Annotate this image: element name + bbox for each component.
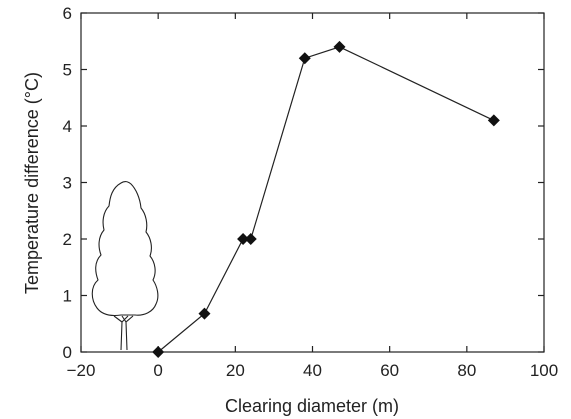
y-tick-label: 5 xyxy=(63,61,72,80)
x-tick-label: 60 xyxy=(380,361,399,380)
tree-crown xyxy=(91,181,159,317)
x-tick-label: 0 xyxy=(153,361,162,380)
x-tick-label: 80 xyxy=(457,361,476,380)
axis-ticks xyxy=(80,12,545,353)
tree-trunk xyxy=(113,315,134,351)
data-point xyxy=(487,114,500,127)
x-tick-label: 100 xyxy=(530,361,558,380)
x-tick-label: 20 xyxy=(226,361,245,380)
y-tick-label: 2 xyxy=(63,230,72,249)
plot-frame xyxy=(80,12,545,353)
data-point xyxy=(152,346,165,358)
x-axis-label: Clearing diameter (m) xyxy=(225,396,399,416)
data-markers xyxy=(152,40,500,358)
x-tick-label: −20 xyxy=(67,361,96,380)
tree-illustration xyxy=(91,181,159,351)
y-tick-label: 3 xyxy=(63,174,72,193)
series-line xyxy=(157,46,495,353)
y-tick-label: 4 xyxy=(63,117,72,136)
data-point xyxy=(198,307,211,320)
data-point xyxy=(244,233,257,245)
y-tick-label: 6 xyxy=(63,4,72,23)
x-tick-label: 40 xyxy=(303,361,322,380)
y-axis-label: Temperature difference (°C) xyxy=(22,72,42,294)
data-point xyxy=(333,40,346,53)
data-point xyxy=(298,52,311,65)
data-point xyxy=(237,233,250,245)
y-tick-label: 0 xyxy=(63,343,72,362)
y-tick-label: 1 xyxy=(63,287,72,306)
